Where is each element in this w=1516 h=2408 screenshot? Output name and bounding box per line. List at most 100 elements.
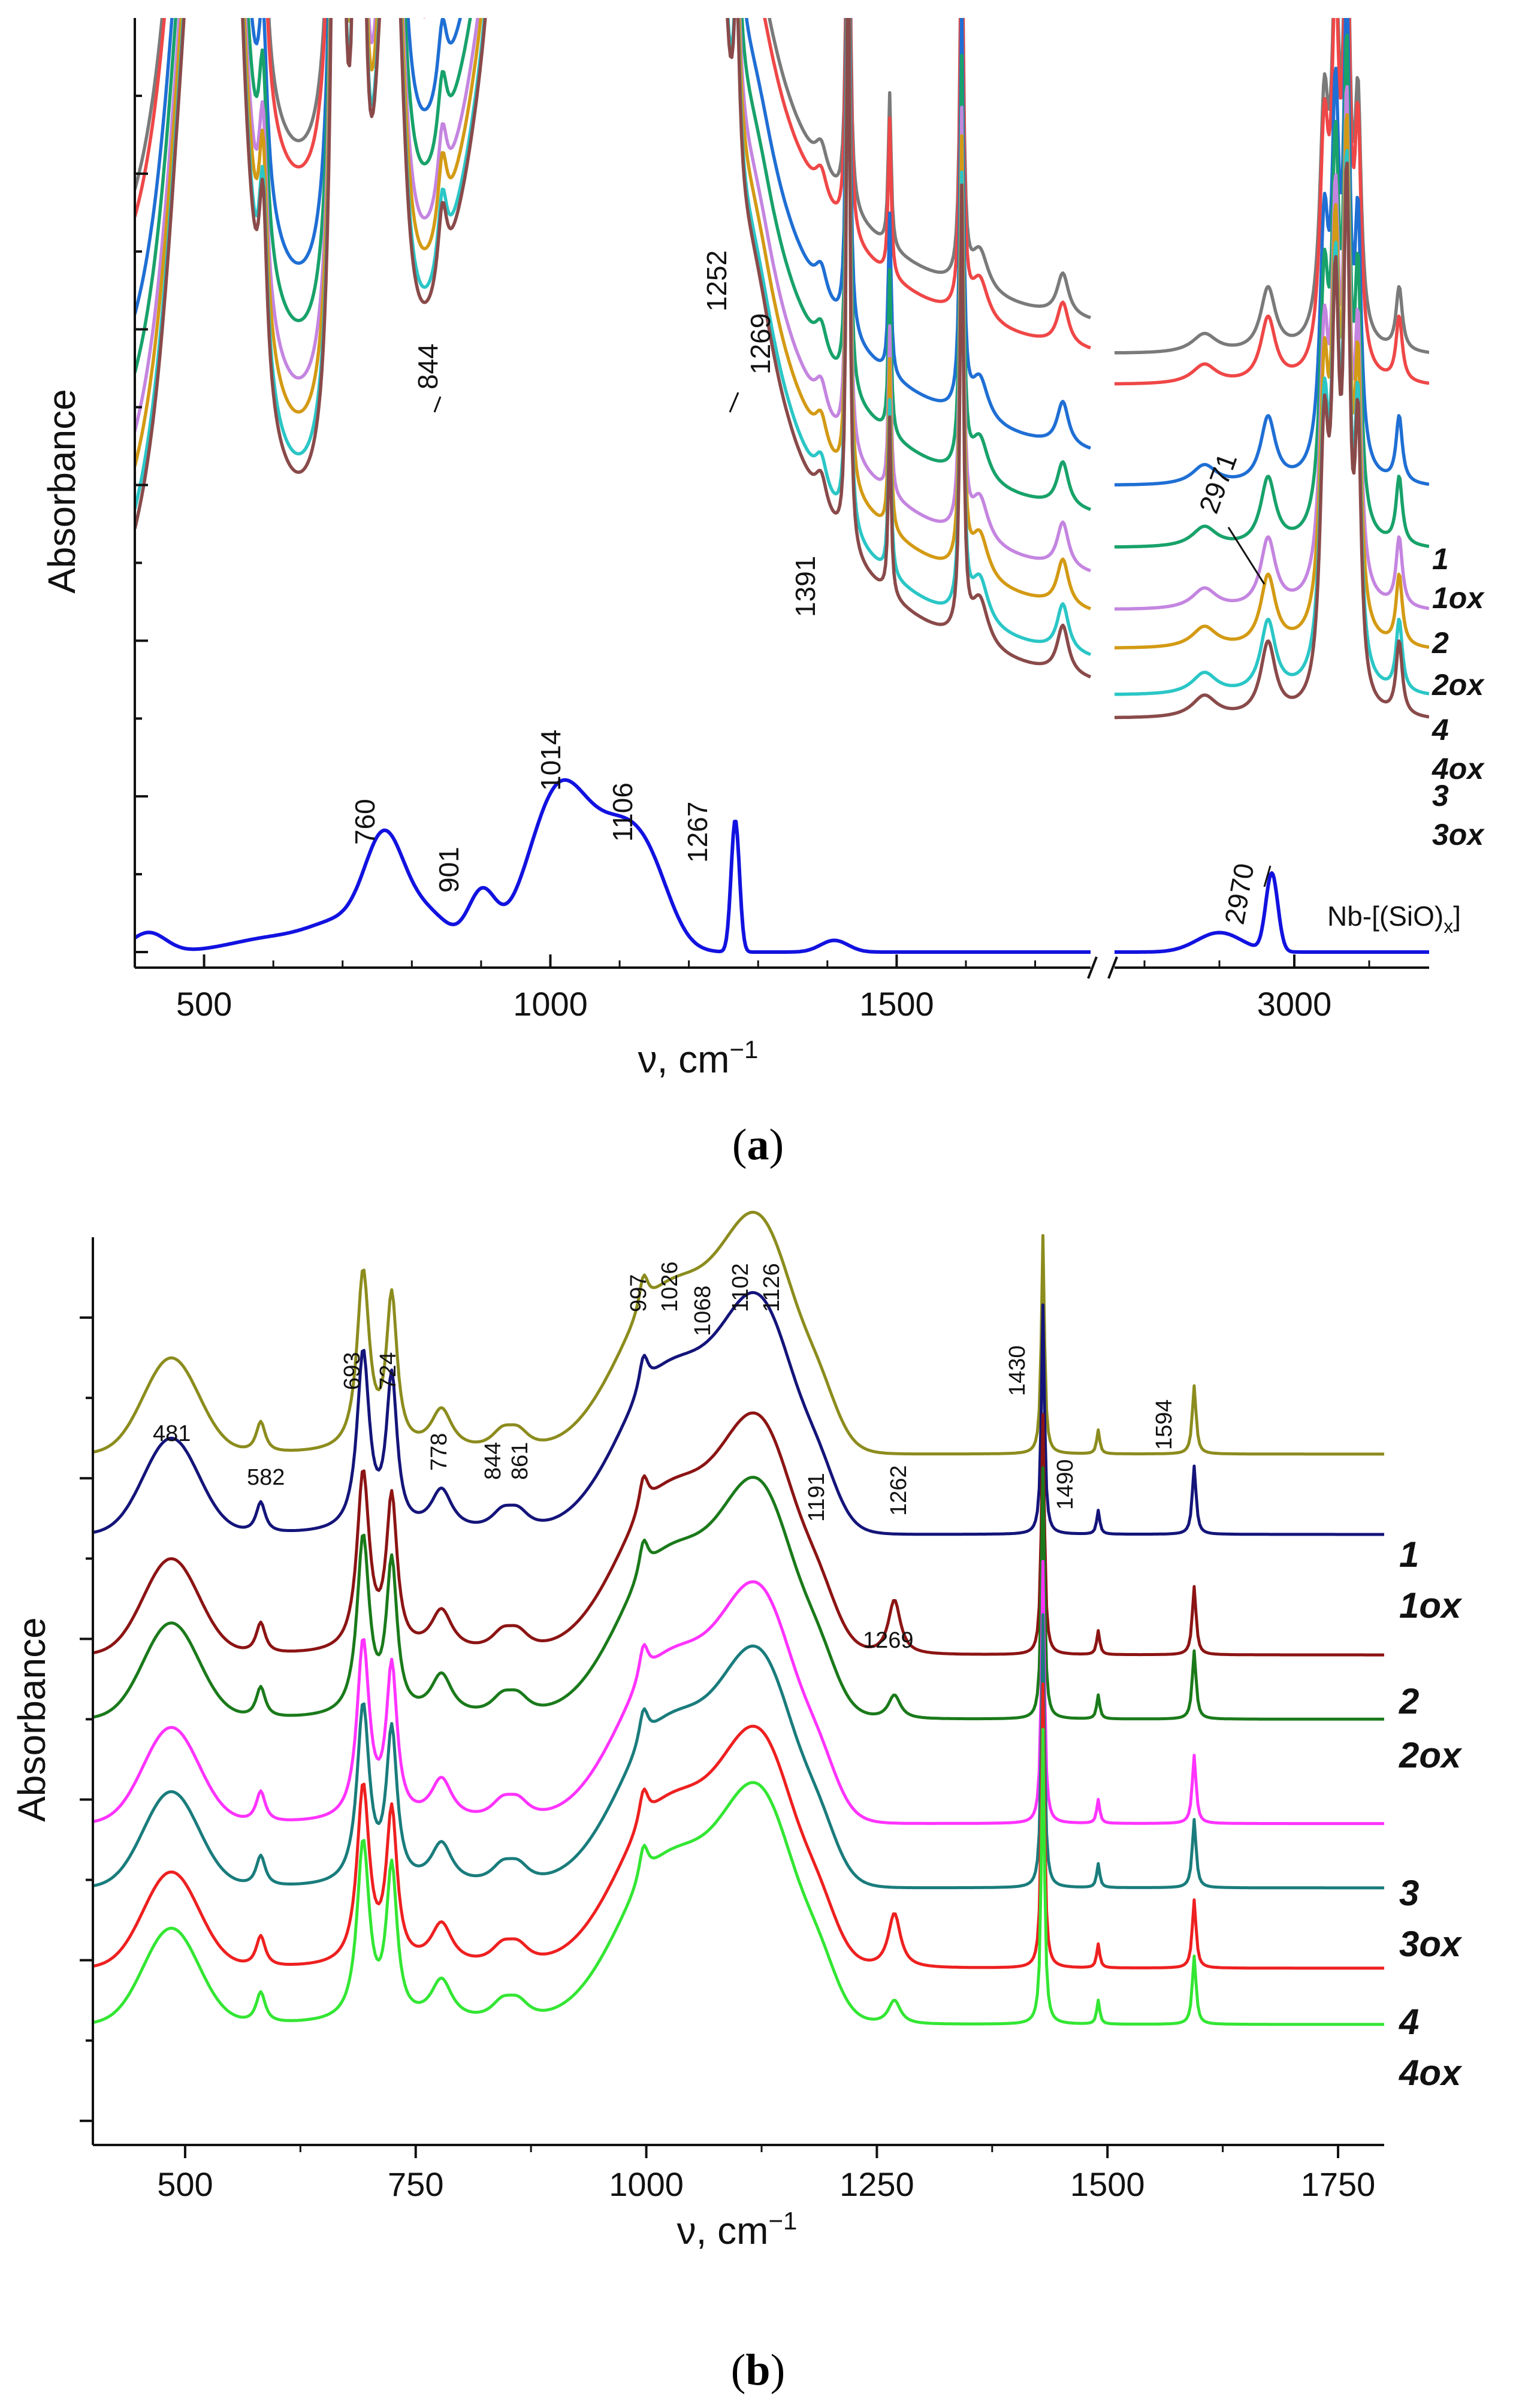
panel-a-axis-break-right <box>1107 956 1118 979</box>
panel-b-y-axis-label: Absorbance <box>10 1617 53 1822</box>
panel-b-x-tick-label: 500 <box>157 2165 213 2203</box>
panel-b-annotation-1068: 1068 <box>690 1285 715 1336</box>
panel-b-series-1ox <box>92 1291 1384 1536</box>
panel-b-series-label-4: 4 <box>1399 2002 1419 2042</box>
panel-b-annotations: 481 582 693 724 778 844 861 997 1026 1068 1102 1126… <box>153 1261 1177 1653</box>
panel-a-series-label-2: 2 <box>1432 626 1449 660</box>
panel-a-series-nb-sio-x- <box>135 778 1429 954</box>
panel-b-series-label-1: 1 <box>1399 1534 1419 1575</box>
panel-b-annotation-997: 997 <box>626 1274 651 1312</box>
panel-b-x-axis-label-sup: −1 <box>768 2207 797 2235</box>
panel-a-x-axis-label-sup: −1 <box>729 1035 758 1063</box>
panel-a-reference-label-main: Nb-[(SiO) <box>1327 901 1443 932</box>
panel-a-annotation-901: 901 <box>433 847 464 893</box>
panel-a-series-label-4ox: 4ox <box>1432 752 1485 785</box>
panel-a-annotations: 844 1252 1269 1391 2971 760 901 1014 1106 1267 297… <box>349 250 1272 927</box>
panel-b-x-tick-label: 1250 <box>839 2165 914 2203</box>
panel-b-series-1 <box>92 1210 1384 1456</box>
panel-b-annotation-844: 844 <box>481 1442 506 1480</box>
panel-b-caption-letter: b <box>745 2346 770 2395</box>
panel-a-axis-break-left <box>1087 956 1098 979</box>
panel-a-x-axis-label-main: ν, cm <box>638 1038 730 1081</box>
panel-a-series-label-1ox: 1ox <box>1432 581 1485 615</box>
panel-a-reference-label: Nb-[(SiO)x] <box>1327 901 1461 937</box>
panel-a-x-axis-label: ν, cm−1 <box>638 1035 759 1081</box>
panel-b-annotation-1490: 1490 <box>1053 1459 1078 1510</box>
panel-b-series-label-2: 2 <box>1399 1681 1419 1721</box>
panel-b-annotation-481: 481 <box>153 1421 191 1446</box>
panel-b-annotation-778: 778 <box>427 1433 452 1471</box>
panel-b-x-tick-label: 1750 <box>1301 2165 1376 2203</box>
panel-a-series-group <box>135 18 1429 954</box>
panel-a-x-tick-label: 1000 <box>513 985 588 1023</box>
panel-a-series-3 <box>135 18 1429 696</box>
panel-a: 500 1000 1500 3000 844 1252 1269 1391 2971 760 90… <box>40 18 1485 1170</box>
panel-b-series-label-3ox: 3ox <box>1399 1924 1463 1964</box>
panel-a-annotation-1106: 1106 <box>607 782 638 842</box>
panel-b-series-4 <box>92 1682 1384 1970</box>
panel-a-annotation-2970: 2970 <box>1219 861 1260 927</box>
panel-b-x-axis-label-main: ν, cm <box>677 2209 769 2252</box>
panel-a-x-tick-label: 500 <box>176 985 232 1023</box>
panel-b-axes: 500 750 1000 1250 1500 1750 <box>80 1237 1384 2203</box>
panel-b: 500 750 1000 1250 1500 1750 481 582 693 724 778 84… <box>10 1210 1463 2395</box>
panel-a-leader-2970 <box>1263 865 1272 887</box>
panel-a-series-2ox <box>135 18 1429 549</box>
panel-a-annotation-1252: 1252 <box>701 250 732 312</box>
panel-a-series-4ox <box>135 18 1429 649</box>
panel-a-annotation-2971: 2971 <box>1193 449 1243 517</box>
panel-a-series-3ox <box>135 18 1429 720</box>
panel-b-series-2 <box>92 1411 1384 1657</box>
panel-a-annotation-1391: 1391 <box>790 556 821 617</box>
panel-a-series-1ox <box>135 18 1429 386</box>
panel-b-annotation-861: 861 <box>508 1442 533 1480</box>
panel-a-series-4 <box>135 18 1429 611</box>
panel-a-series-label-1: 1 <box>1432 542 1449 576</box>
panel-b-x-tick-label: 1000 <box>609 2165 684 2203</box>
panel-b-series-3 <box>92 1560 1384 1826</box>
panel-b-annotation-724: 724 <box>376 1352 401 1390</box>
panel-a-annotation-844: 844 <box>412 343 443 389</box>
panel-a-reference-label-sub: x <box>1443 916 1453 937</box>
panel-b-annotation-1026: 1026 <box>657 1261 682 1312</box>
panel-b-x-tick-label: 1500 <box>1070 2165 1145 2203</box>
panel-b-series-label-3: 3 <box>1399 1873 1419 1913</box>
panel-b-series-group <box>92 1210 1384 2026</box>
panel-b-series-4ox <box>92 1727 1384 2026</box>
panel-a-leader-844 <box>433 396 442 413</box>
panel-b-series-2ox <box>92 1466 1384 1721</box>
panel-b-annotation-1269: 1269 <box>863 1628 914 1653</box>
panel-a-y-axis-label: Absorbance <box>40 389 83 594</box>
panel-a-reference-label-close: ] <box>1453 901 1461 932</box>
panel-a-series-1 <box>135 18 1429 355</box>
panel-b-series-label-2ox: 2ox <box>1399 1735 1463 1775</box>
panel-b-series-3ox <box>92 1613 1384 1890</box>
panel-b-annotation-1126: 1126 <box>759 1263 784 1312</box>
panel-b-annotation-693: 693 <box>340 1352 365 1390</box>
panel-a-series-label-4: 4 <box>1432 713 1449 747</box>
panel-a-series-label-3: 3 <box>1432 779 1449 812</box>
panel-b-annotation-582: 582 <box>247 1465 285 1490</box>
panel-a-annotation-760: 760 <box>349 799 380 845</box>
panel-a-leader-1269 <box>729 392 739 413</box>
panel-a-series-label-3ox: 3ox <box>1432 818 1485 851</box>
panel-b-annotation-1262: 1262 <box>886 1465 911 1516</box>
panel-b-annotation-1430: 1430 <box>1005 1345 1030 1396</box>
panel-a-x-tick-label: 1500 <box>859 985 934 1023</box>
panel-b-annotation-1594: 1594 <box>1152 1399 1177 1450</box>
panel-b-series-label-4ox: 4ox <box>1399 2053 1463 2093</box>
panel-b-caption: (b) <box>731 2346 785 2395</box>
panel-b-x-tick-label: 750 <box>388 2165 443 2203</box>
panel-a-annotation-1267: 1267 <box>682 802 713 863</box>
panel-a-axes: 500 1000 1500 3000 <box>134 18 1429 1023</box>
panel-a-series-label-2ox: 2ox <box>1432 668 1485 702</box>
panel-a-x-tick-label: 3000 <box>1257 985 1332 1023</box>
panel-a-annotation-1269: 1269 <box>745 313 776 374</box>
panel-a-caption-letter: a <box>747 1120 769 1170</box>
panel-b-x-axis-label: ν, cm−1 <box>677 2207 798 2252</box>
panel-b-series-labels: 1 1ox 2 2ox 3 3ox 4 4ox <box>1399 1534 1463 2093</box>
panel-b-annotation-1191: 1191 <box>804 1473 829 1522</box>
panel-a-caption: (a) <box>732 1120 784 1170</box>
